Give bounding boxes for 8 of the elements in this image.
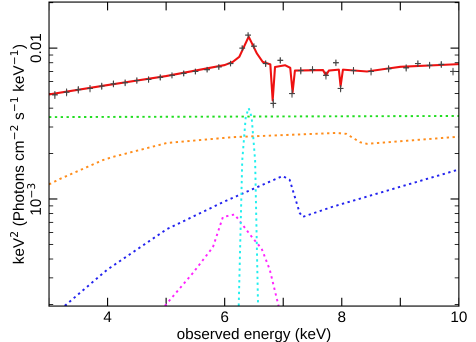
y-tick-label: 0.01 [30, 34, 42, 62]
x-tick-label: 6 [221, 311, 228, 322]
x-tick-label: 4 [104, 312, 112, 322]
x-tick-label: 8 [338, 311, 346, 322]
x-tick-label: 10 [452, 311, 467, 322]
text: keV$^{2}$ (Photons cm$^{−2}$ s$^{−1}$ keV$^{−1}$) [10, 44, 27, 264]
x-axis-title: observed energy (keV) [177, 328, 330, 342]
y-tick-label: 10$^{−3}$ [27, 184, 42, 215]
